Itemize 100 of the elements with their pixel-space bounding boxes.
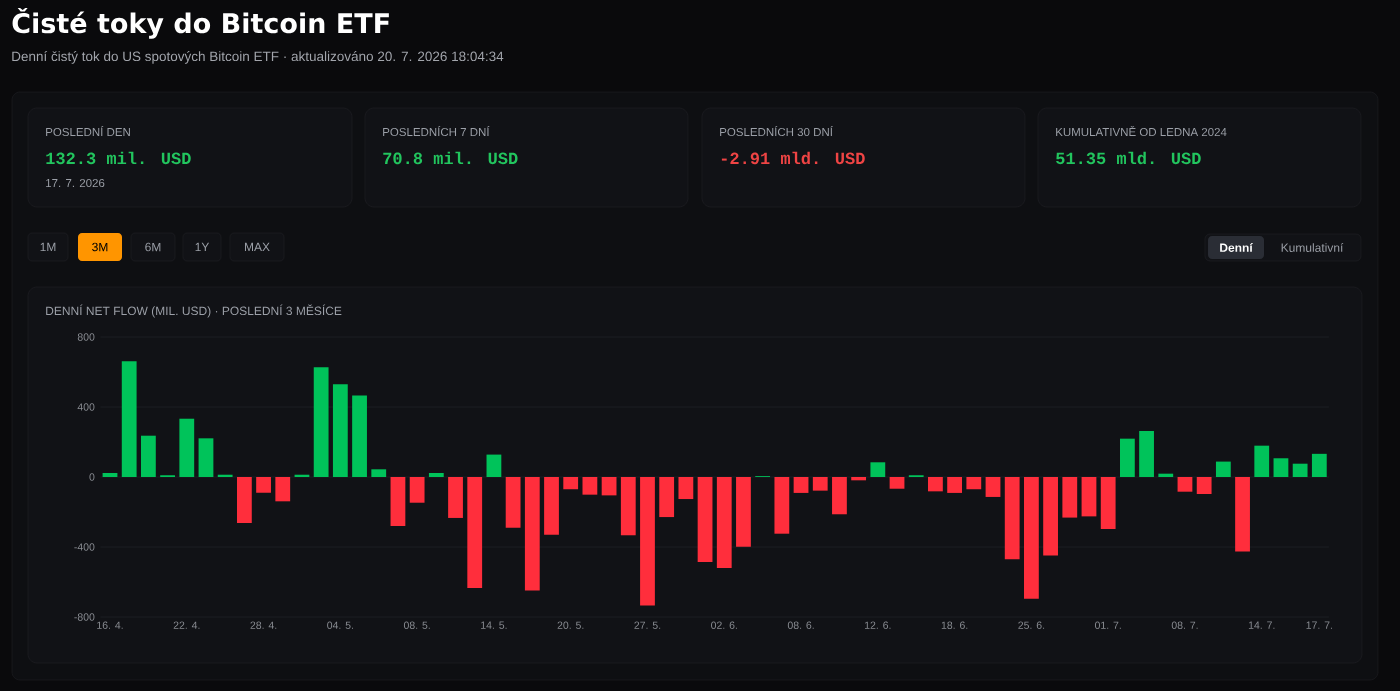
x-tick-label: 20. 5. — [557, 621, 584, 629]
x-tick-label: 01. 7. — [1094, 621, 1121, 629]
text: MAX — [244, 242, 270, 252]
x-tick-label: 22. 4. — [173, 621, 200, 629]
y-tick-label: 0 — [89, 473, 95, 481]
x-tick-label: 18. 6. — [941, 621, 968, 629]
bar — [1100, 477, 1116, 529]
text: Kumulativní — [1281, 243, 1344, 252]
bar — [640, 477, 655, 606]
bar — [352, 395, 367, 477]
bar — [371, 469, 387, 477]
text: 51.35 mld. USD — [1056, 151, 1201, 165]
bar — [428, 472, 444, 477]
x-tick-label: 08. 7. — [1171, 621, 1198, 629]
text: 70.8 mil. USD — [383, 151, 518, 165]
bar — [448, 477, 463, 518]
text: Čisté toky do Bitcoin ETF — [12, 7, 389, 39]
bar — [1177, 477, 1193, 492]
bar — [582, 477, 598, 495]
bar — [774, 477, 790, 534]
x-tick-label: 25. 6. — [1018, 621, 1045, 629]
text: 1M — [40, 242, 56, 252]
text: POSLEDNÍCH 7 DNÍ — [383, 126, 490, 137]
bar — [1311, 453, 1327, 477]
text: 3M — [92, 242, 108, 252]
text: 17. 7. 2026 — [46, 178, 105, 188]
bar — [467, 477, 483, 588]
bar — [1215, 461, 1231, 477]
bar — [966, 477, 982, 490]
bar — [1196, 477, 1212, 494]
x-tick-label: 17. 7. — [1306, 621, 1332, 629]
bar — [1273, 458, 1289, 477]
x-tick-label: 28. 4. — [250, 621, 277, 629]
bar — [736, 477, 751, 547]
y-tick-label: 400 — [77, 403, 95, 411]
bar — [851, 477, 867, 481]
bar — [928, 477, 943, 492]
bar — [275, 477, 291, 502]
x-tick-label: 08. 5. — [403, 621, 430, 629]
x-tick-label: 04. 5. — [327, 621, 354, 629]
text: 6M — [145, 242, 161, 252]
text: POSLEDNÍCH 30 DNÍ — [720, 126, 833, 137]
bar — [1292, 463, 1308, 477]
bar — [1024, 477, 1039, 599]
x-tick-label: 12. 6. — [865, 621, 891, 629]
x-tick-label: 14. 7. — [1248, 621, 1275, 629]
bar — [313, 367, 329, 477]
bar — [1119, 438, 1135, 477]
bar — [198, 438, 214, 477]
bar — [332, 384, 348, 477]
text: POSLEDNÍ DEN — [46, 126, 130, 137]
bar — [524, 477, 540, 591]
bar — [256, 477, 271, 493]
bar — [121, 361, 137, 477]
x-tick-label: 16. 4. — [97, 621, 123, 629]
bar — [390, 477, 406, 526]
bar — [486, 454, 502, 477]
bar — [1062, 477, 1078, 518]
bar — [1235, 477, 1250, 552]
text: -2.91 mld. USD — [721, 151, 865, 165]
bar — [793, 477, 809, 493]
bar — [812, 477, 828, 491]
bar — [601, 477, 617, 496]
bar — [659, 477, 675, 518]
bar — [179, 418, 195, 477]
y-tick-label: -400 — [74, 543, 95, 551]
text: Denní čistý tok do US spotových Bitcoin ETF · aktualizováno 20. 7. 2026 18:04:34 — [12, 51, 504, 64]
bar — [1043, 477, 1058, 556]
bar — [1158, 473, 1174, 477]
bar — [832, 477, 847, 515]
bar — [1081, 477, 1097, 517]
bar — [947, 477, 963, 493]
bar — [102, 472, 118, 477]
bar — [985, 477, 1001, 497]
x-tick-label: 14. 5. — [481, 621, 507, 629]
bar — [544, 477, 559, 535]
chart-title: DENNÍ NET FLOW (MIL. USD) · POSLEDNÍ 3 MĚSÍCE — [46, 304, 342, 318]
bar — [409, 477, 425, 503]
bar — [697, 477, 713, 563]
y-tick-label: 800 — [77, 333, 95, 341]
x-tick-label: 27. 5. — [634, 621, 661, 629]
bar — [563, 477, 579, 490]
bar — [889, 477, 905, 489]
bar — [716, 477, 732, 568]
bar — [678, 477, 694, 500]
bar — [620, 477, 636, 536]
bar — [236, 477, 252, 524]
bar — [140, 435, 156, 477]
x-tick-label: 08. 6. — [787, 621, 814, 629]
y-tick-label: -800 — [74, 613, 95, 621]
text: KUMULATIVNĚ OD LEDNA 2024 — [1056, 125, 1227, 137]
text: 1Y — [195, 242, 210, 252]
bar — [1254, 445, 1270, 477]
bar — [1139, 430, 1154, 477]
bar — [1004, 477, 1020, 560]
bar — [505, 477, 521, 528]
text: 132.3 mil. USD — [46, 151, 191, 165]
text: Denní — [1220, 243, 1253, 252]
bar — [870, 462, 886, 477]
x-tick-label: 02. 6. — [711, 621, 737, 629]
